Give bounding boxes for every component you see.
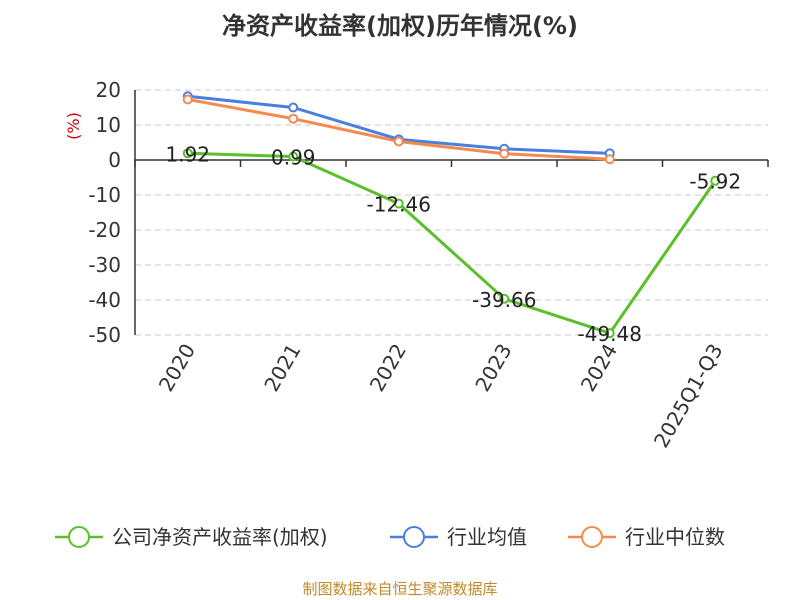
data-label: -49.48 xyxy=(578,322,642,346)
data-label: -5.92 xyxy=(689,170,741,194)
data-point xyxy=(288,102,299,113)
source-note: 制图数据来自恒生聚源数据库 xyxy=(302,580,497,598)
x-tick-label: 2025Q1-Q3 xyxy=(649,340,728,452)
y-tick-label: -30 xyxy=(88,253,121,277)
legend-marker-icon xyxy=(68,526,90,548)
data-point xyxy=(182,94,193,105)
x-tick-label: 2024 xyxy=(576,340,622,396)
chart-title: 净资产收益率(加权)历年情况(%) xyxy=(222,12,578,40)
legend-label: 行业均值 xyxy=(447,525,527,549)
data-point xyxy=(182,148,193,159)
data-point xyxy=(393,136,404,147)
data-point xyxy=(710,175,721,186)
y-tick-label: -50 xyxy=(88,323,121,347)
data-point xyxy=(604,154,615,165)
x-tick-label: 2020 xyxy=(154,340,200,396)
data-label: -39.66 xyxy=(472,288,536,312)
series-lines xyxy=(182,91,721,339)
data-label: 0.99 xyxy=(271,146,316,170)
grid-lines xyxy=(135,89,768,336)
x-tick-label: 2022 xyxy=(365,340,411,396)
y-tick-label: -40 xyxy=(88,288,121,312)
y-axis-label: (%) xyxy=(64,112,83,140)
data-point xyxy=(499,148,510,159)
data-label: 1.92 xyxy=(165,142,210,166)
legend[interactable]: 公司净资产收益率(加权) 行业均值 行业中位数 xyxy=(55,525,725,549)
legend-marker-icon xyxy=(403,526,425,548)
y-tick-label: -20 xyxy=(88,218,121,242)
y-tick-label: 20 xyxy=(96,78,121,102)
y-tick-label: -10 xyxy=(88,183,121,207)
x-tick-label: 2023 xyxy=(470,340,516,396)
x-tick-label: 2021 xyxy=(259,340,305,396)
data-point xyxy=(288,113,299,124)
legend-marker-icon xyxy=(581,526,603,548)
data-labels: 1.92 0.99 -12.46 -39.66 -49.48 -5.92 xyxy=(165,142,741,346)
y-tick-label: 10 xyxy=(96,113,121,137)
series-line xyxy=(187,151,717,335)
data-label: -12.46 xyxy=(367,193,431,217)
data-point xyxy=(288,151,299,162)
legend-label: 行业中位数 xyxy=(625,525,725,549)
y-tick-label: 0 xyxy=(108,148,121,172)
data-point xyxy=(604,328,615,339)
data-point xyxy=(393,198,404,209)
data-point xyxy=(499,293,510,304)
legend-label: 公司净资产收益率(加权) xyxy=(112,525,328,549)
